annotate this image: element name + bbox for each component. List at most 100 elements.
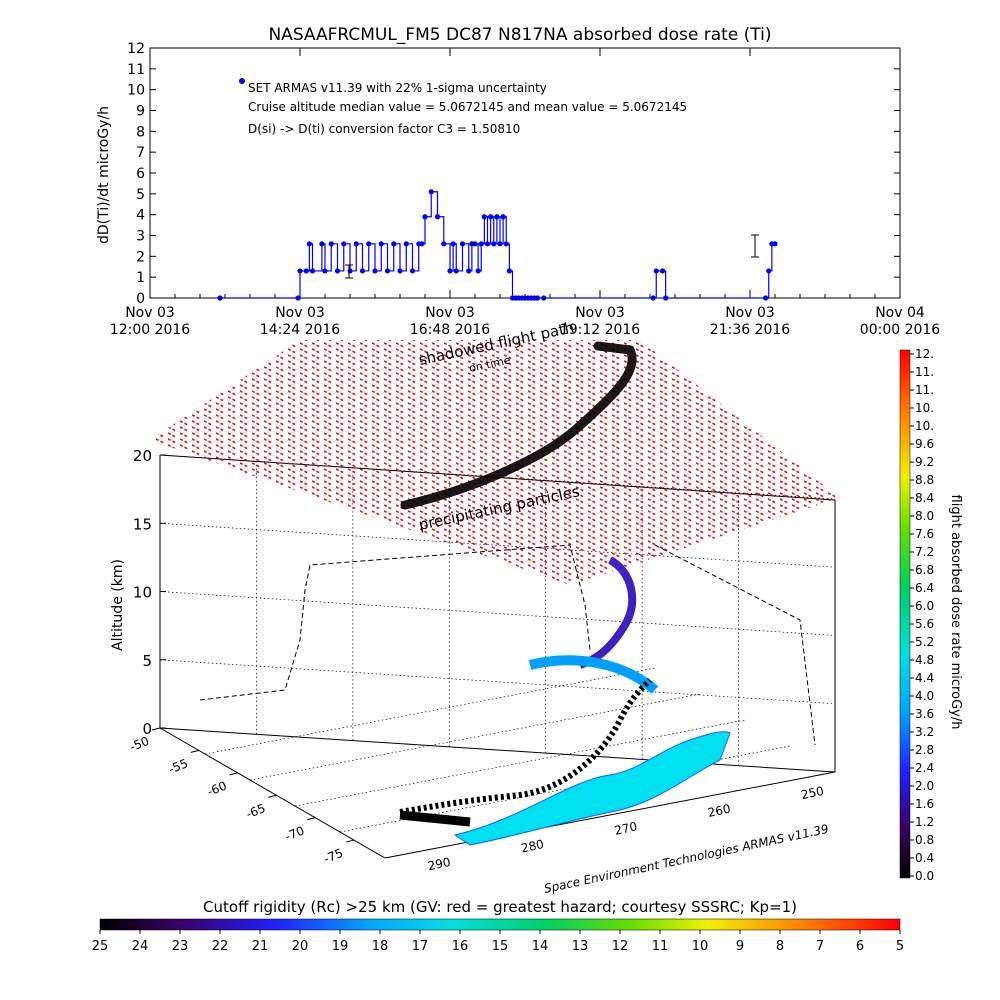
latitude-tick-label: -55: [166, 756, 189, 776]
colorbar-vertical-tick-label: 8.8: [915, 473, 934, 487]
colorbar-vertical-tick-label: 8.4: [915, 491, 934, 505]
y-tick-label: 5: [136, 187, 145, 203]
data-point: [481, 214, 487, 220]
data-point: [506, 268, 512, 274]
colorbar-horizontal-tick-label: 12: [612, 939, 629, 954]
colorbar-horizontal-tick-label: 11: [652, 939, 669, 954]
data-point: [378, 241, 384, 247]
data-point: [422, 214, 428, 220]
data-point: [534, 295, 541, 301]
y-tick-label: 12: [127, 41, 145, 57]
colorbar-vertical-tick-label: 6.0: [915, 599, 934, 613]
colorbar-vertical-tick-label: 1.6: [915, 797, 934, 811]
colorbar-horizontal-tick-label: 14: [532, 939, 549, 954]
grid-line: [159, 659, 836, 705]
data-point: [494, 214, 500, 220]
ground-track-start: [399, 810, 471, 827]
latitude-ticks: -50 -55 -60 -65 -70 -75: [128, 727, 355, 866]
data-point: [488, 214, 494, 220]
colorbar-vertical-tick-label: 7.2: [915, 545, 934, 559]
data-point: [372, 268, 378, 274]
grid-line: [159, 591, 836, 636]
colorbar-horizontal-tick-label: 22: [212, 939, 229, 954]
colorbar-vertical-tick-label: 8.0: [915, 509, 934, 523]
colorbar-vertical-tick-label: 9.6: [915, 437, 934, 451]
y-tick-label: 8: [136, 124, 145, 140]
colorbar-vertical-tick-label: 2.0: [915, 779, 934, 793]
data-point: [478, 241, 484, 247]
y-tick-label: 2: [136, 249, 145, 265]
data-point: [328, 241, 334, 247]
data-point: [359, 268, 366, 274]
grid-line: [249, 693, 701, 781]
colorbar-vertical-tick-label: 1.2: [915, 815, 934, 829]
data-point: [353, 241, 359, 247]
data-point: [475, 268, 481, 274]
colorbar-vertical-tick-label: 11.: [915, 365, 934, 379]
data-point: [409, 268, 416, 274]
flight-path-projection: [400, 341, 637, 510]
colorbar-vertical-tick-label: 4.8: [915, 653, 934, 667]
colorbar-vertical-tick-label: 6.4: [915, 581, 934, 595]
ground-track: [399, 677, 653, 815]
data-point: [319, 241, 325, 247]
x-tick-label-time: 16:48 2016: [410, 322, 491, 338]
x-tick-label-date: Nov 03: [275, 305, 325, 321]
colorbar-horizontal-tick-label: 23: [172, 939, 189, 954]
data-point: [659, 268, 666, 274]
y-tick-label: 10: [127, 83, 145, 99]
colorbar-horizontal-tick-label: 13: [572, 939, 589, 954]
grid-line: [294, 719, 746, 807]
colorbar-vertical-ticks: 12. 11. 11. 10. 10. 9.6 9.2 8.8 8.4 8.0 7.6 7.2 6.8 6…: [910, 347, 934, 883]
colorbar-vertical-tick-label: 4.0: [915, 689, 934, 703]
data-point: [497, 241, 503, 247]
data-point: [653, 268, 659, 274]
colorbar-horizontal-tick-label: 16: [452, 939, 469, 954]
data-point: [441, 241, 447, 247]
latitude-tick: [345, 839, 355, 843]
data-point: [472, 241, 478, 247]
latitude-tick: [151, 727, 161, 731]
annotation-conversion-factor: D(si) -> D(ti) conversion factor C3 = 1.…: [248, 122, 520, 136]
shadow-plane: [150, 340, 840, 585]
data-point: [384, 268, 391, 274]
x-tick-label-date: Nov 04: [875, 305, 925, 321]
colorbar-horizontal-tick-label: 8: [776, 939, 784, 954]
credit-text: Space Environment Technologies ARMAS v11…: [543, 822, 830, 896]
data-point: [541, 295, 547, 301]
data-point: [306, 241, 312, 247]
x-tick-label-time: 19:12 2016: [560, 322, 641, 338]
colorbar-horizontal-tick-label: 17: [412, 939, 429, 954]
colorbar-horizontal-tick-label: 7: [816, 939, 824, 954]
y-axis-label: dD(Ti)/dt microGy/h: [96, 106, 112, 244]
colorbar-vertical-tick-label: 2.8: [915, 743, 934, 757]
data-point: [500, 214, 506, 220]
data-point: [391, 241, 397, 247]
error-bar: [345, 234, 759, 279]
colorbar-vertical-tick-label: 0.0: [915, 869, 934, 883]
colorbar-horizontal: [99, 918, 901, 931]
data-point: [341, 241, 347, 247]
colorbar-vertical-tick-label: 0.4: [915, 851, 934, 865]
longitude-tick-label: 280: [520, 837, 545, 855]
x-tick-label-date: Nov 03: [725, 305, 775, 321]
colorbar-vertical-tick-label: 4.4: [915, 671, 934, 685]
longitude-tick-label: 290: [427, 855, 452, 873]
x-tick-label-date: Nov 03: [575, 305, 625, 321]
dose-rate-series: [217, 189, 778, 301]
colorbar-horizontal-tick-label: 19: [332, 939, 349, 954]
colorbar-vertical-tick-label: 10.: [915, 419, 934, 433]
data-point: [766, 268, 772, 274]
longitude-tick-label: 270: [613, 819, 638, 837]
colorbar-horizontal-ticks: 25 24 23 22 21 20 19 18 17 16 15 14 13 12 11 10 9 8 7 6 5: [92, 930, 904, 954]
latitude-tick: [268, 794, 277, 798]
colorbar-vertical-tick-label: 0.8: [915, 833, 934, 847]
y-tick-label: 0: [136, 291, 145, 307]
x-tick-label-time: 21:36 2016: [710, 322, 791, 338]
dose-trajectory-lower: [528, 655, 659, 694]
z-tick-label: 20: [133, 447, 152, 465]
data-point: [503, 241, 509, 247]
